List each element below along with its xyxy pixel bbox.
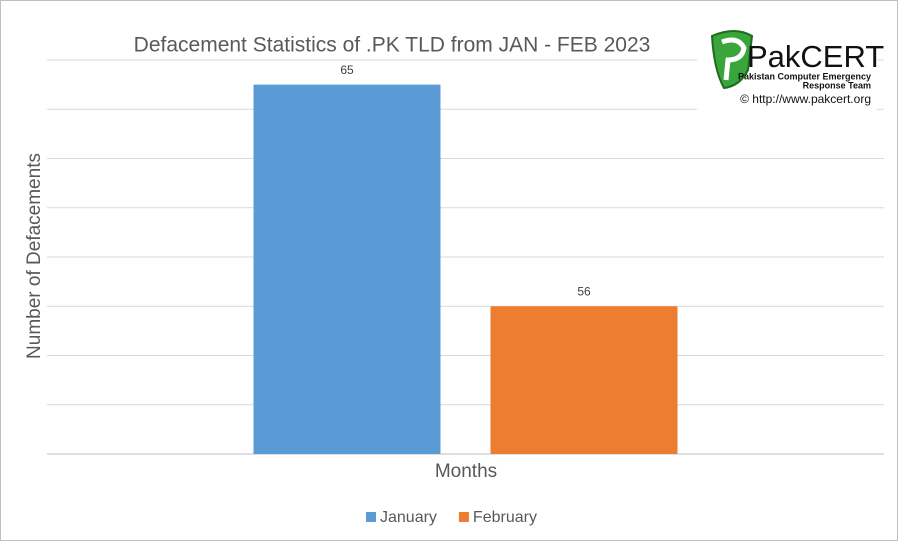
logo-name: PakCERT bbox=[747, 39, 884, 74]
bar bbox=[490, 306, 678, 454]
logo-p bbox=[721, 37, 747, 81]
y-axis-label: Number of Defacements bbox=[24, 153, 45, 359]
chart-title: Defacement Statistics of .PK TLD from JA… bbox=[134, 34, 651, 57]
x-axis-label: Months bbox=[435, 461, 497, 482]
legend-label: February bbox=[473, 509, 537, 526]
legend-label: January bbox=[380, 509, 437, 526]
bar bbox=[253, 84, 441, 454]
logo-copyright: © http://www.pakcert.org bbox=[740, 92, 871, 106]
legend-swatch bbox=[366, 512, 376, 522]
legend-swatch bbox=[458, 512, 469, 522]
data-label: 65 bbox=[340, 63, 354, 77]
data-label: 56 bbox=[577, 284, 591, 298]
logo: PakCERT Pakistan Computer Emergency Resp… bbox=[697, 24, 884, 110]
logo-line: Pakistan Computer Emergency bbox=[738, 71, 871, 81]
logo-line: Response Team bbox=[803, 80, 871, 90]
